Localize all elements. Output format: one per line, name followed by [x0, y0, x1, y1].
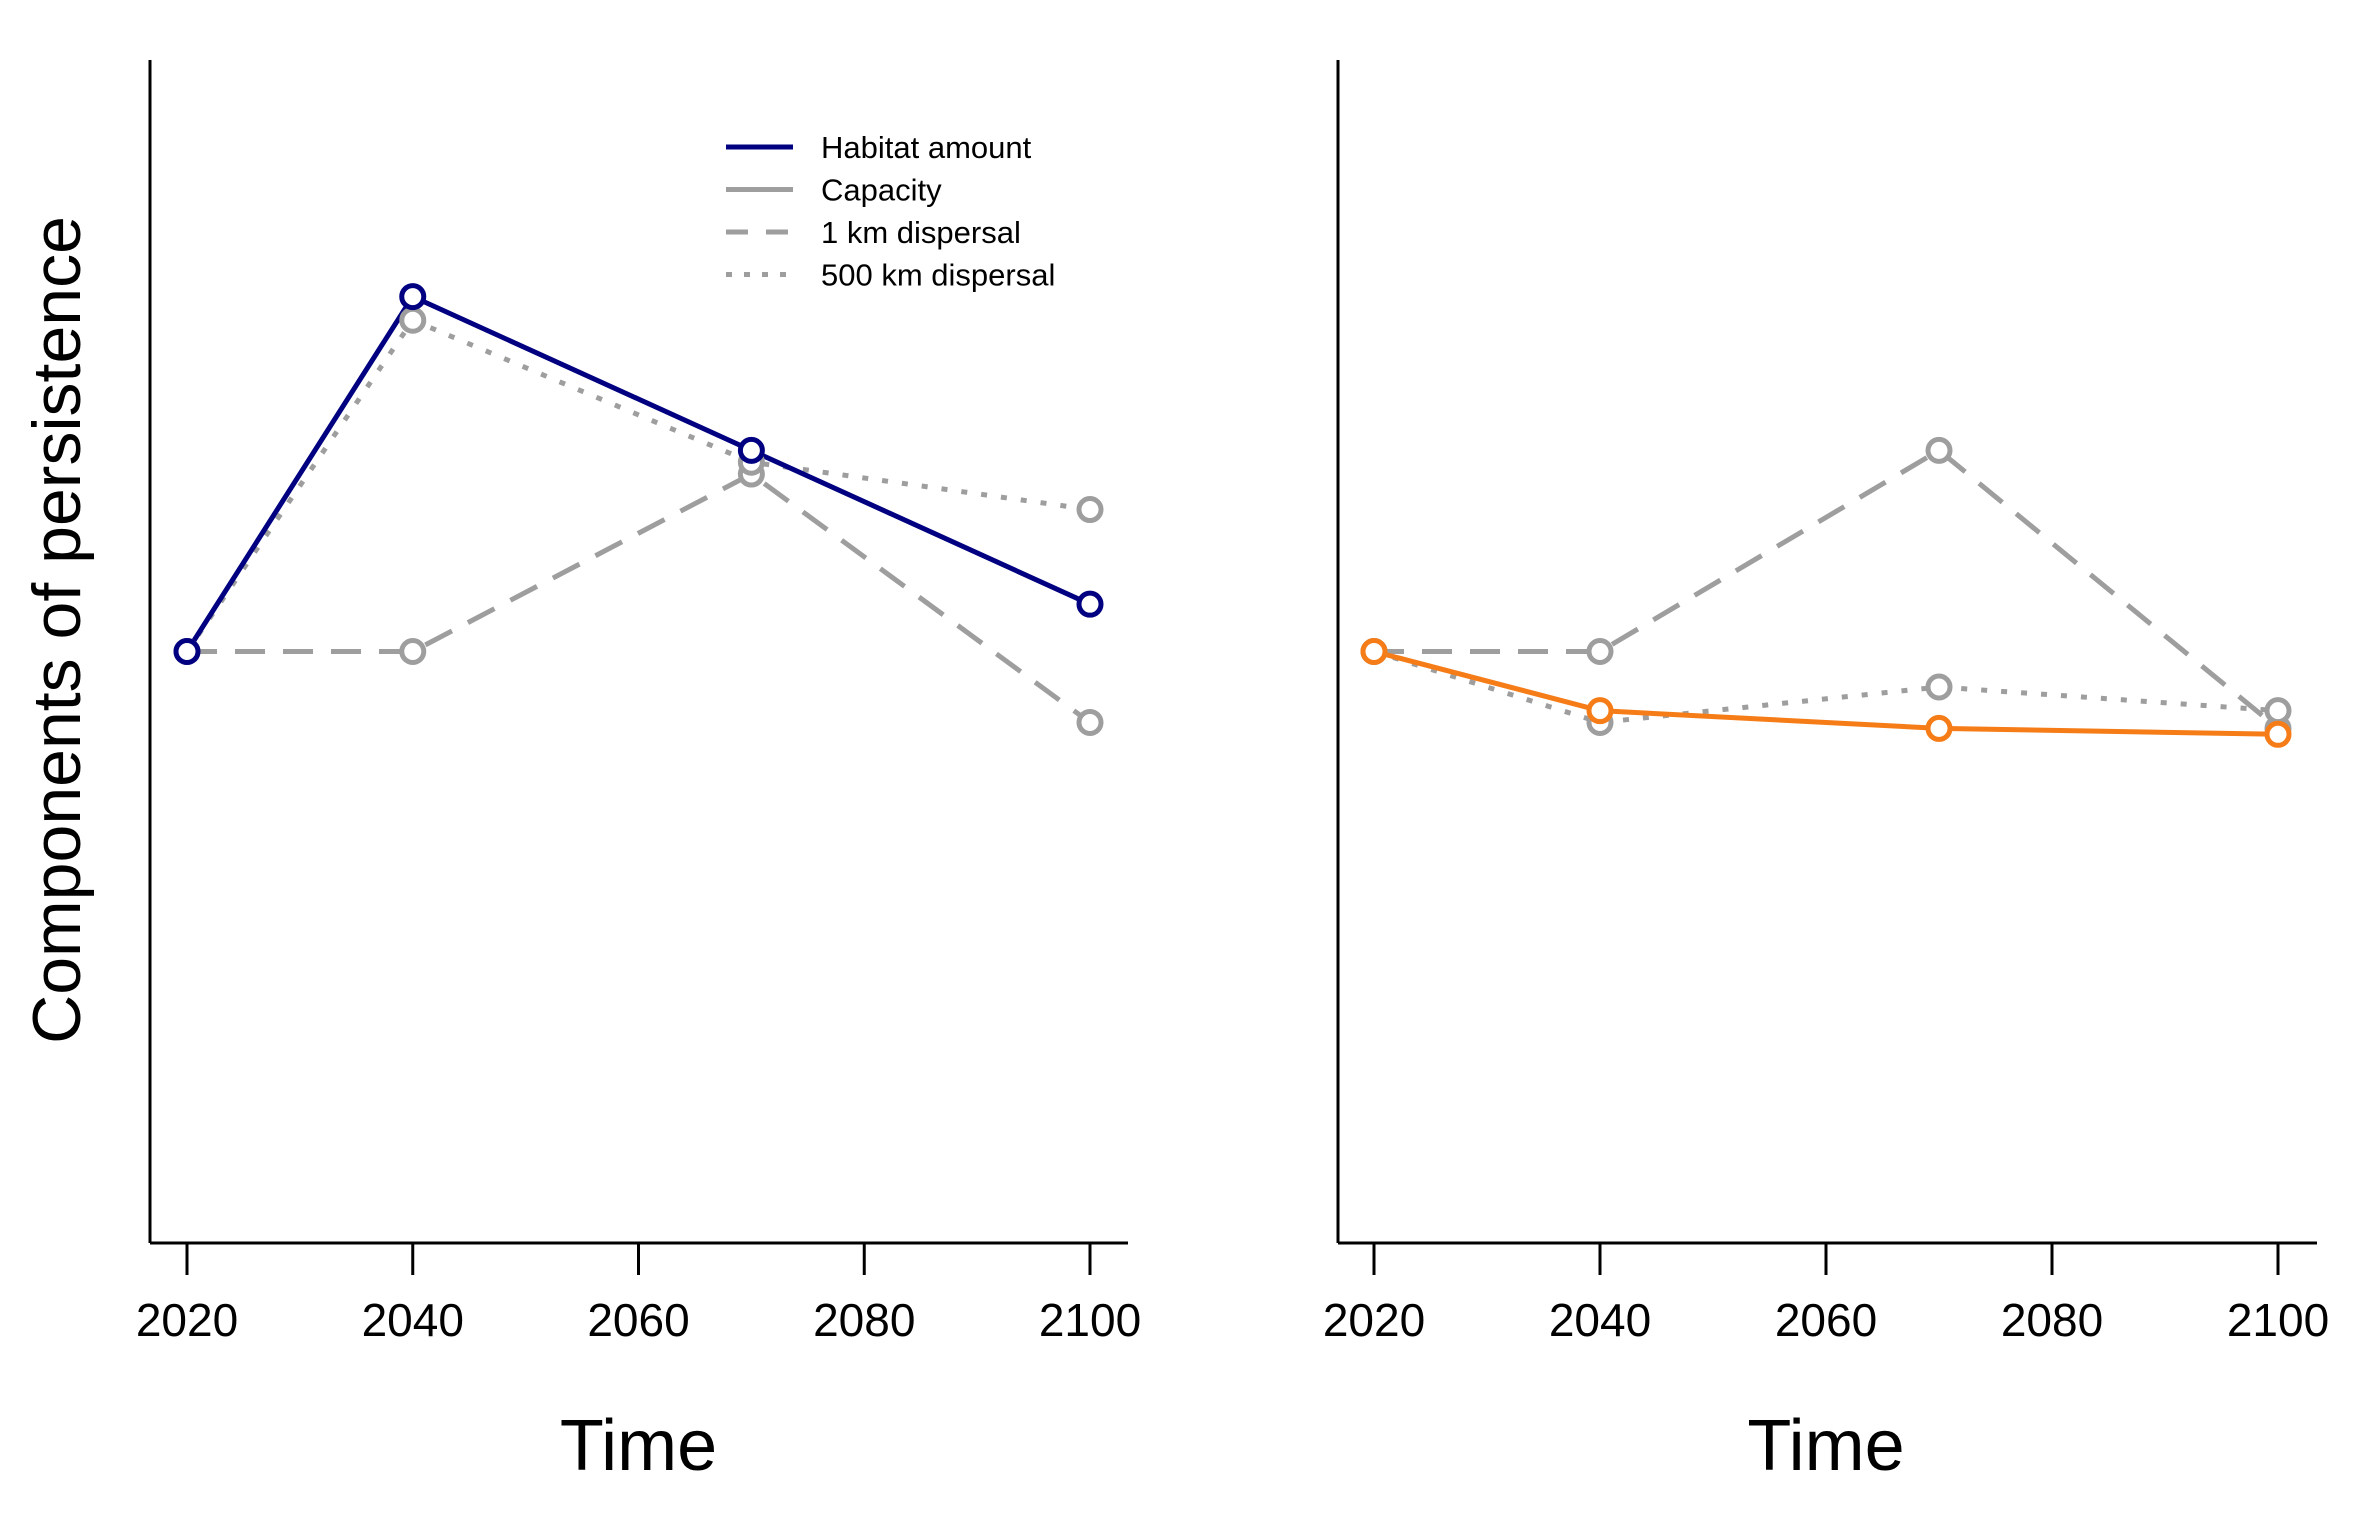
- panel-right: 2020 2040 2060 2080 2100 Time: [1323, 60, 2329, 1486]
- x-tick-label: 2100: [1039, 1294, 1141, 1346]
- series-line-1-km-dispersal: [1374, 447, 2280, 731]
- legend-label: 500 km dispersal: [821, 258, 1055, 293]
- x-tick-label: 2060: [587, 1294, 689, 1346]
- x-axis-title: Time: [560, 1406, 717, 1486]
- data-point-habitat-amount: [1586, 697, 1614, 725]
- data-point-habitat-amount: [2264, 720, 2292, 748]
- x-tick-label: 2080: [2001, 1294, 2103, 1346]
- data-point-habitat-amount: [399, 283, 427, 311]
- data-point-500-km-dispersal: [2264, 697, 2292, 725]
- data-point-habitat-amount: [1076, 590, 1104, 618]
- data-point-500-km-dispersal: [1076, 496, 1104, 524]
- legend-label: Capacity: [821, 173, 942, 208]
- data-point-1-km-dispersal: [1076, 708, 1104, 736]
- data-point-habitat-amount: [1925, 714, 1953, 742]
- series-line-habitat-amount: [184, 294, 1092, 653]
- y-axis-title: Components of persistence: [19, 216, 95, 1044]
- x-tick-label: 2040: [362, 1294, 464, 1346]
- legend-label: 1 km dispersal: [821, 215, 1021, 250]
- x-axis-title: Time: [1747, 1406, 1904, 1486]
- series-line-500-km-dispersal: [184, 317, 1091, 653]
- data-point-500-km-dispersal: [399, 306, 427, 334]
- data-point-1-km-dispersal: [1586, 638, 1614, 665]
- panel-left: 2020 2040 2060 2080 2100 Time: [136, 60, 1141, 1486]
- legend-label: Habitat amount: [821, 130, 1032, 165]
- data-point-500-km-dispersal: [1925, 673, 1953, 701]
- x-tick-label: 2040: [1549, 1294, 1651, 1346]
- data-point-1-km-dispersal: [399, 638, 427, 665]
- x-tick-label: 2020: [136, 1294, 238, 1346]
- series-line-1-km-dispersal: [187, 471, 1092, 725]
- x-tick-label: 2020: [1323, 1294, 1425, 1346]
- data-point-habitat-amount: [1360, 638, 1388, 665]
- x-tick-label: 2060: [1775, 1294, 1877, 1346]
- x-tick-label: 2080: [813, 1294, 915, 1346]
- legend: Habitat amount Capacity 1 km dispersal 500 …: [726, 130, 1055, 293]
- data-point-habitat-amount: [173, 638, 201, 665]
- x-tick-label: 2100: [2227, 1294, 2329, 1346]
- data-point-1-km-dispersal: [1925, 436, 1953, 464]
- series-line-habitat-amount: [1373, 649, 2279, 737]
- data-point-habitat-amount: [737, 436, 765, 464]
